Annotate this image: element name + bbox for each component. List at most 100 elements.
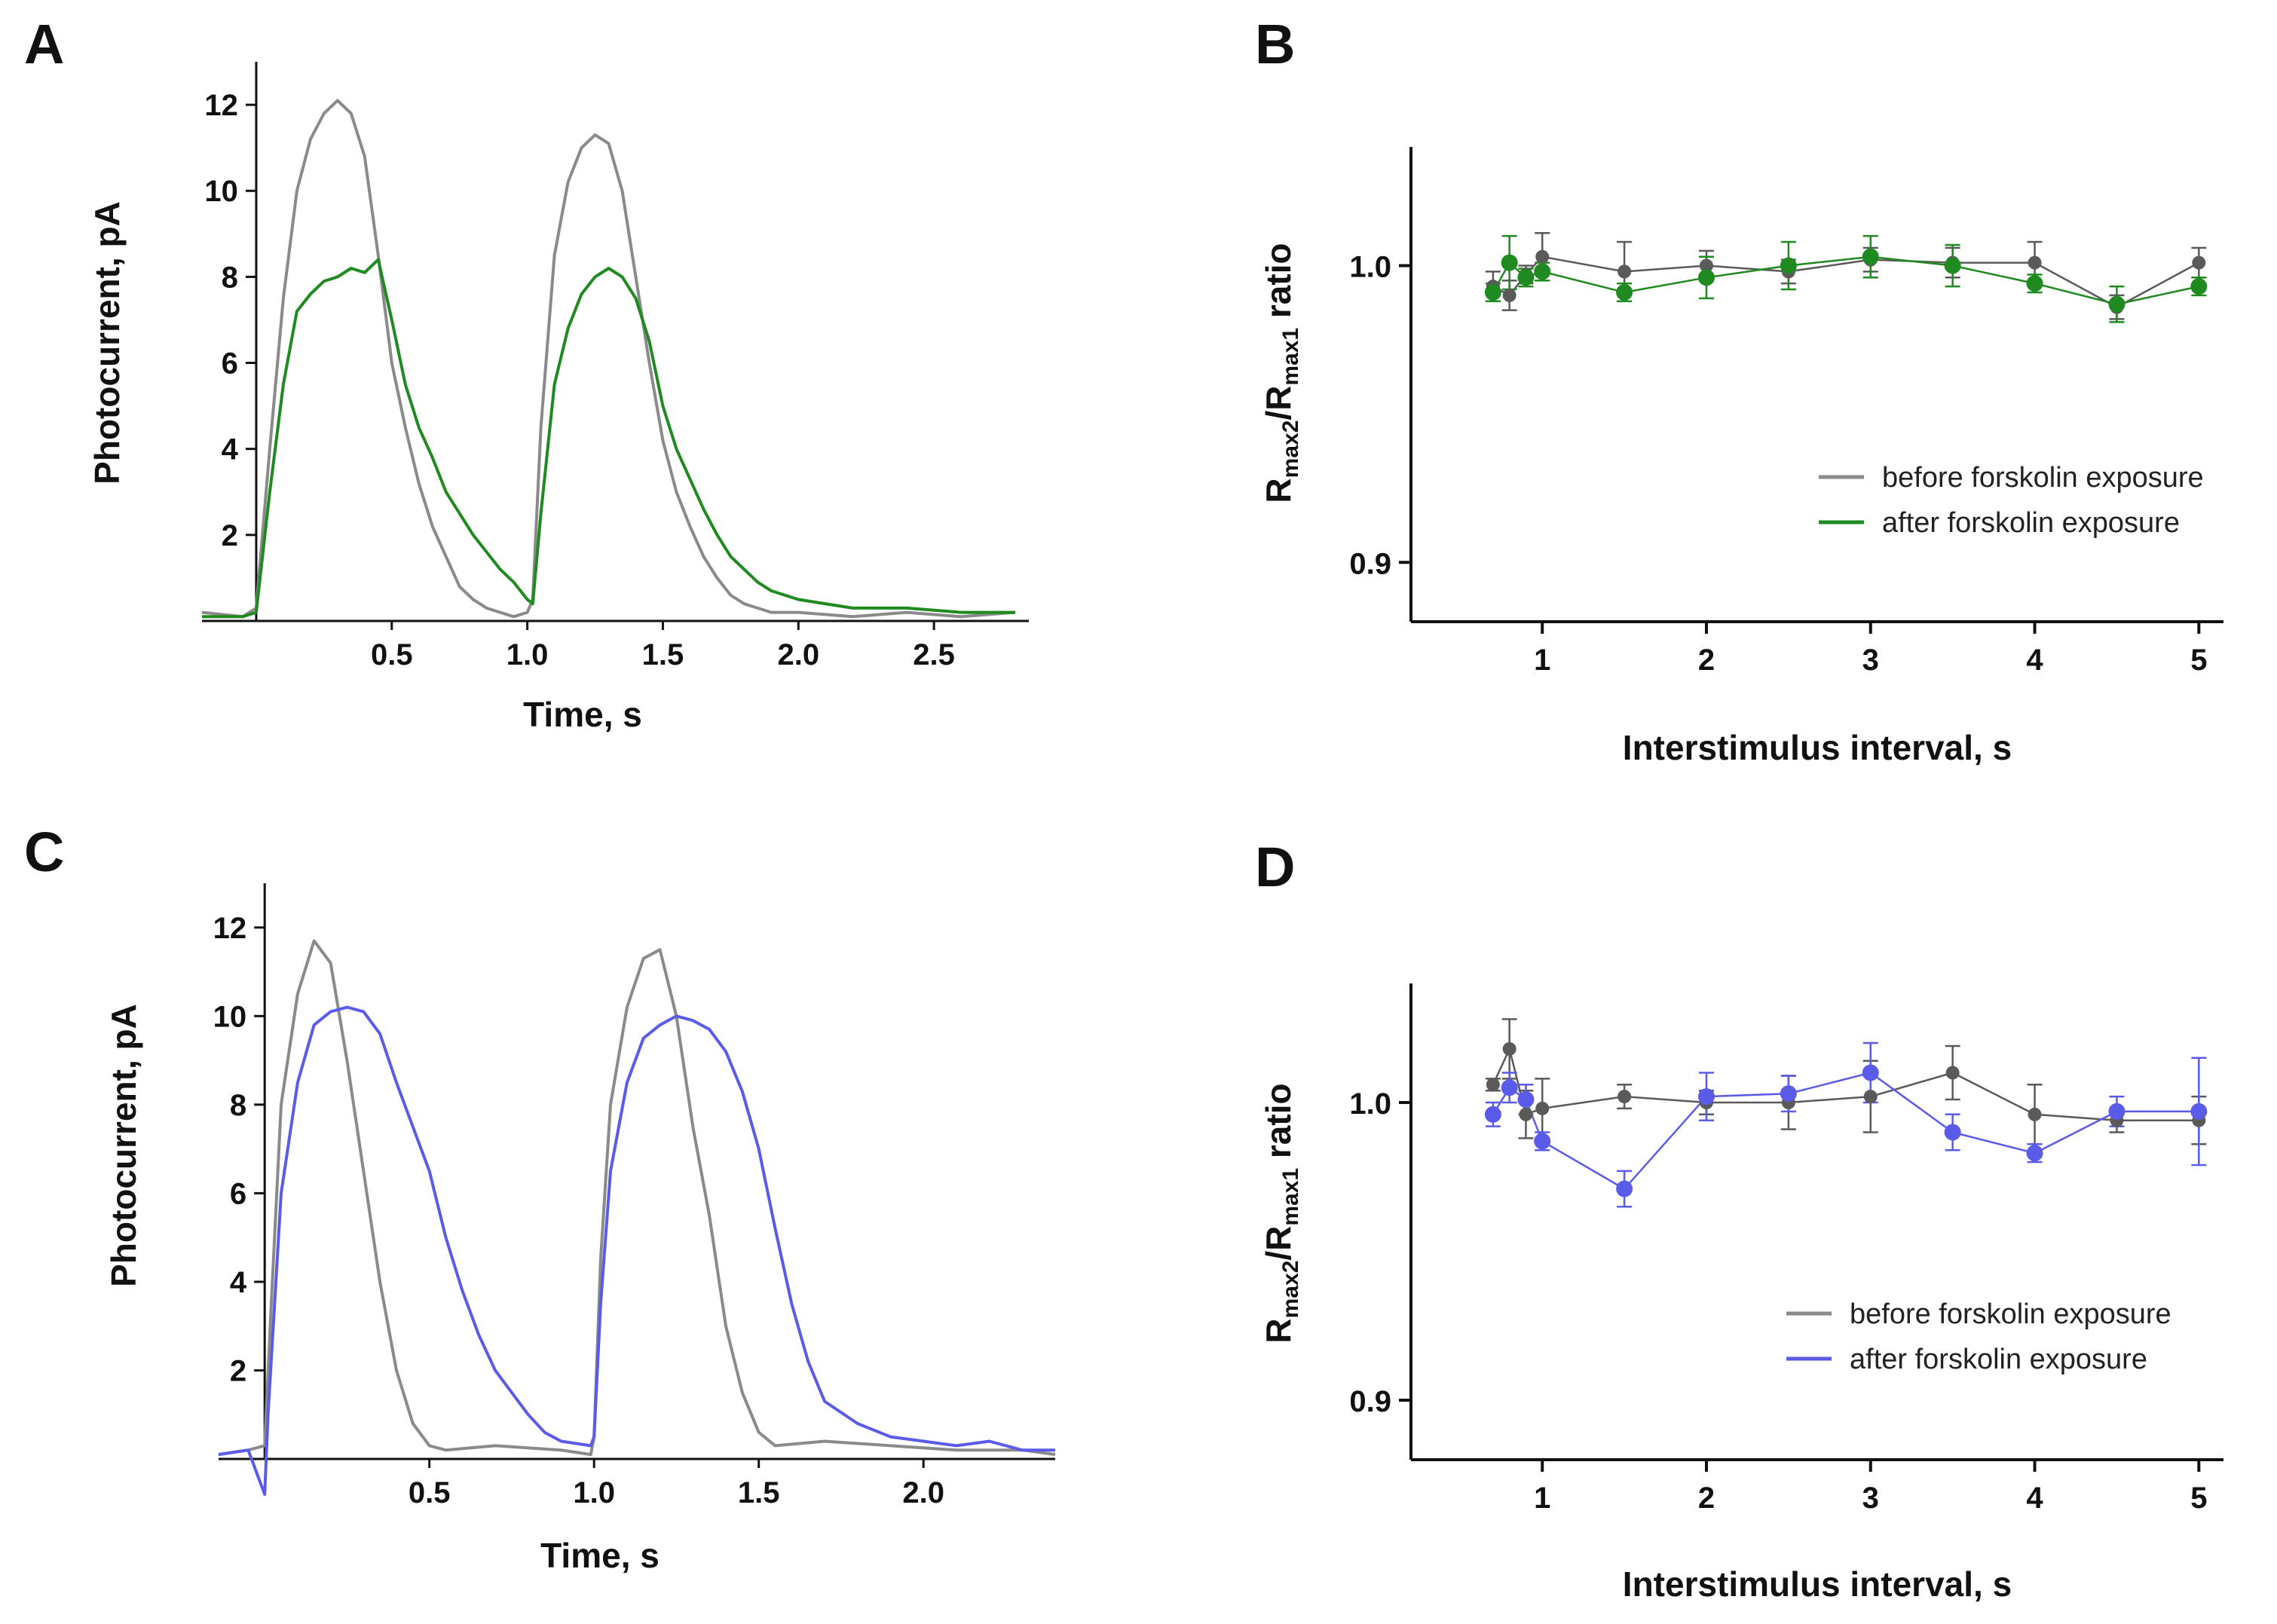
chart-c-series-before <box>218 939 1056 1457</box>
chart-d-y-axis-title: Rmax2/Rmax1 ratio <box>1259 1083 1303 1343</box>
chart-d-y-title-sub1: max2 <box>1278 1261 1303 1319</box>
chart-b-x-tick-label: 4 <box>2026 644 2043 677</box>
chart-a-y-tick-label: 2 <box>222 519 238 552</box>
chart-d-before-point <box>1945 1066 1960 1080</box>
chart-d-x-axis-title: Interstimulus interval, s <box>1623 1564 2012 1604</box>
chart-d-legend-before: before forskolin exposure <box>1850 1298 2171 1330</box>
chart-a-x-tick-label: 1.0 <box>507 638 549 671</box>
chart-c-x-tick-label: 1.5 <box>738 1476 780 1509</box>
chart-d-plot-area: 0.9 1.0 1 2 3 4 5 <box>1349 983 2223 1515</box>
chart-d-x-tick-label: 4 <box>2026 1482 2043 1515</box>
chart-d-after-point <box>1944 1124 1961 1141</box>
panel-label-c: C <box>24 821 64 883</box>
chart-a-x-tick-label: 0.5 <box>371 638 413 671</box>
chart-d-after-point <box>2190 1103 2208 1120</box>
chart-d-after-point <box>1862 1064 1879 1081</box>
chart-d-y-title-tail: ratio <box>1259 1083 1298 1167</box>
chart-b-before-point <box>1617 265 1632 279</box>
chart-b-y-title-sub2: max1 <box>1278 328 1303 386</box>
chart-b-after-point <box>1780 257 1797 274</box>
panel-label-b: B <box>1255 13 1295 75</box>
chart-c: 2 4 6 8 10 12 0.5 1.0 1.5 2.0 Time, s Photocurren… <box>104 883 1056 1575</box>
chart-a-plot-area: 2 4 6 8 10 12 0.5 1.0 1.5 2.0 2.5 <box>201 62 1029 671</box>
chart-d-after-line <box>1492 1072 2199 1191</box>
chart-c-y-tick-label: 8 <box>230 1089 246 1122</box>
chart-b-after-point <box>1944 257 1961 274</box>
chart-d-x-tick-label: 1 <box>1534 1482 1550 1515</box>
chart-d-after-point <box>1517 1091 1535 1109</box>
chart-d-before-point <box>1502 1041 1516 1056</box>
chart-b-legend-before: before forskolin exposure <box>1882 462 2204 494</box>
chart-b-x-tick-label: 3 <box>1862 644 1879 677</box>
chart-b-x-tick-label: 2 <box>1698 644 1715 677</box>
chart-a-y-tick-label: 6 <box>222 347 238 381</box>
chart-b-after-point <box>1862 248 1879 265</box>
chart-a: 2 4 6 8 10 12 0.5 1.0 1.5 2.0 2.5 Time, s Photocur… <box>87 62 1029 734</box>
chart-b-after-point <box>1517 269 1535 286</box>
chart-d-before-point <box>2028 1107 2042 1121</box>
chart-c-plot-area: 2 4 6 8 10 12 0.5 1.0 1.5 2.0 <box>213 883 1056 1509</box>
chart-b-y-tick-label: 0.9 <box>1349 547 1391 580</box>
chart-b-before-point <box>1700 258 1713 273</box>
chart-b-legend-after: after forskolin exposure <box>1882 507 2180 539</box>
chart-d-y-title-sub2: max1 <box>1278 1168 1303 1226</box>
chart-d-after-point <box>1534 1133 1551 1150</box>
chart-b-after-point <box>1484 283 1501 301</box>
chart-b-before-line <box>1492 255 2199 309</box>
chart-b-after-point <box>1534 263 1551 280</box>
chart-d-x-tick-label: 3 <box>1862 1482 1879 1515</box>
chart-b-x-axis-title: Interstimulus interval, s <box>1623 728 2012 767</box>
chart-d-y-title-mid: /R <box>1259 1226 1298 1261</box>
chart-a-x-axis-title: Time, s <box>523 695 642 734</box>
chart-d-x-tick-label: 2 <box>1698 1482 1715 1515</box>
chart-d-before-point <box>1519 1107 1533 1121</box>
chart-a-series-after <box>202 258 1015 619</box>
chart-c-y-tick-label: 10 <box>213 1000 247 1033</box>
chart-b-y-tick-label: 1.0 <box>1349 251 1391 284</box>
chart-b-before-point <box>2192 255 2206 270</box>
chart-c-x-tick-label: 2.0 <box>902 1476 944 1509</box>
chart-b-plot-area: 0.9 1.0 1 2 3 4 5 <box>1349 147 2223 677</box>
chart-b-y-title-tail: ratio <box>1259 243 1298 327</box>
panel-label-a: A <box>24 13 64 75</box>
chart-d-after-point <box>1484 1106 1501 1123</box>
chart-b-x-tick-label: 1 <box>1534 644 1550 677</box>
chart-b-after-point <box>2026 275 2043 292</box>
chart-d-before-point <box>1535 1101 1550 1115</box>
chart-d-after-point <box>2108 1103 2126 1120</box>
chart-d-before-point <box>1486 1078 1500 1092</box>
chart-d-y-title-r: R <box>1259 1318 1298 1343</box>
chart-a-y-tick-label: 12 <box>204 89 238 122</box>
chart-d-after-point <box>2026 1145 2043 1162</box>
chart-a-y-tick-label: 8 <box>222 261 238 294</box>
chart-c-x-axis-title: Time, s <box>540 1536 660 1575</box>
chart-b-y-title-r: R <box>1259 478 1298 503</box>
chart-b-before-point <box>1535 249 1550 264</box>
chart-c-x-tick-label: 0.5 <box>409 1476 451 1509</box>
chart-c-y-tick-label: 4 <box>230 1266 247 1299</box>
chart-a-y-axis-title: Photocurrent, pA <box>87 201 127 485</box>
chart-d-y-tick-label: 1.0 <box>1349 1087 1391 1121</box>
chart-d-after-point <box>1501 1079 1518 1096</box>
chart-d-legend: before forskolin exposure after forskoli… <box>1786 1298 2171 1375</box>
chart-a-series-before <box>201 99 1016 619</box>
chart-d-after-point <box>1616 1180 1633 1197</box>
chart-a-y-tick-label: 4 <box>222 433 239 466</box>
chart-b-legend: before forskolin exposure after forskoli… <box>1819 462 2204 539</box>
chart-c-series-after <box>218 1005 1055 1496</box>
chart-b-after-point <box>1698 269 1715 286</box>
chart-c-y-tick-label: 12 <box>213 912 247 945</box>
chart-b-after-point <box>1501 254 1518 271</box>
chart-c-y-axis-title: Photocurrent, pA <box>104 1004 143 1287</box>
chart-d: 0.9 1.0 1 2 3 4 5 Interstimulus interval, s Rm… <box>1259 983 2223 1604</box>
chart-a-x-tick-label: 2.0 <box>777 638 819 671</box>
chart-b-after-point <box>1616 283 1633 301</box>
chart-a-x-tick-label: 2.5 <box>913 638 955 671</box>
chart-c-x-tick-label: 1.0 <box>573 1476 615 1509</box>
panel-label-d: D <box>1255 836 1295 898</box>
chart-b-y-title-mid: /R <box>1259 386 1298 421</box>
chart-d-after-point <box>1698 1088 1715 1106</box>
chart-c-y-tick-label: 6 <box>230 1177 246 1210</box>
chart-b: 0.9 1.0 1 2 3 4 5 Interstimulus interval, s Rm… <box>1259 147 2223 767</box>
